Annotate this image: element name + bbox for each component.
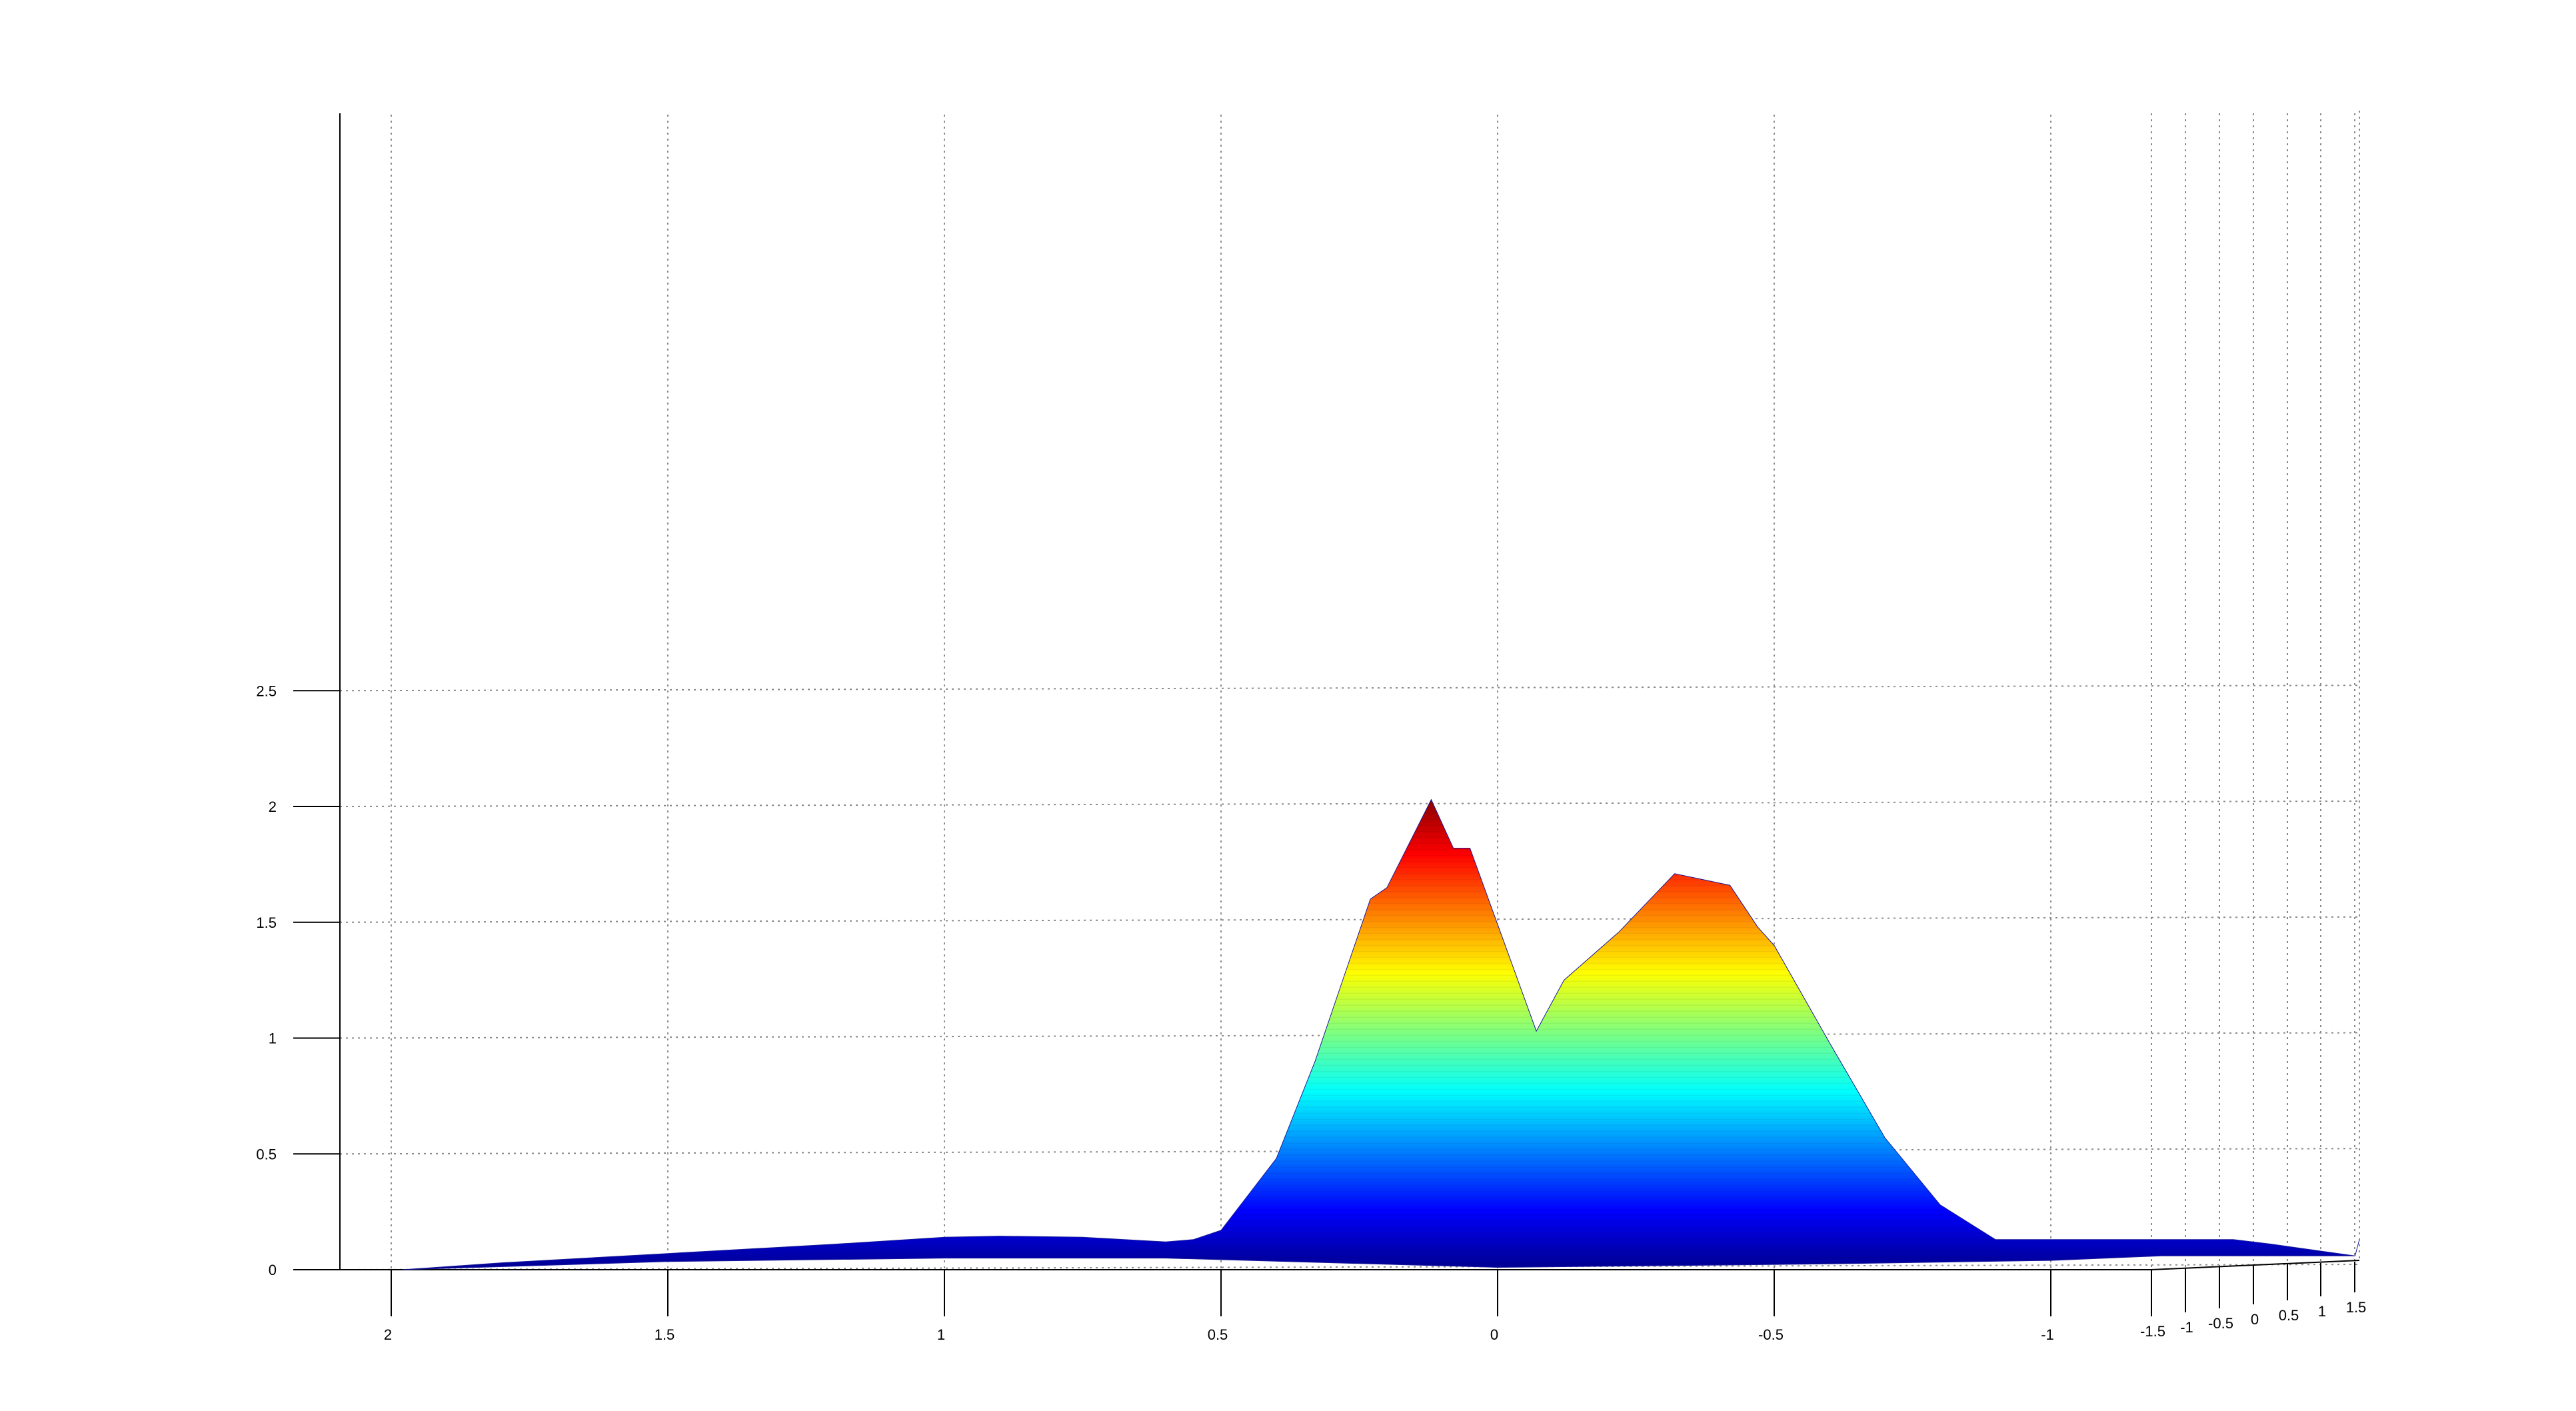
x-tick-label: 0.5 <box>1208 1326 1228 1343</box>
x-tick-label: 0 <box>1490 1326 1498 1343</box>
z-gridline <box>339 1264 2360 1270</box>
z-tick-label: 2 <box>269 798 277 815</box>
grid-lines <box>339 111 2360 1270</box>
z-tick-label: 2.5 <box>256 683 277 699</box>
x-tick-label: 1 <box>937 1326 945 1343</box>
x-tick-label: -1 <box>2041 1326 2054 1343</box>
y-tick-label: -1 <box>2180 1319 2193 1336</box>
y-tick-label: 0 <box>2251 1311 2259 1328</box>
z-gridline <box>339 800 2360 807</box>
z-gridline <box>339 1032 2360 1039</box>
y-axis-line <box>2151 1260 2360 1270</box>
z-tick-label: 1 <box>269 1030 277 1047</box>
z-tick-label: 0 <box>269 1262 277 1278</box>
surface-patch <box>402 798 2360 1270</box>
surface <box>402 798 2360 1270</box>
y-tick-label: -1.5 <box>2140 1323 2165 1340</box>
y-tick-label: 1 <box>2318 1303 2326 1320</box>
z-gridline <box>339 916 2360 923</box>
z-tick-label: 1.5 <box>256 914 277 931</box>
tick-labels: 0 0.5 1 1.5 2 2.5 2 1.5 1 0.5 0 -0.5 -1 -1.5 -1 -0.5 0 0.… <box>256 683 2366 1343</box>
y-tick-label: 0.5 <box>2279 1307 2299 1324</box>
x-tick-label: 2 <box>384 1326 392 1343</box>
z-tick-label: 0.5 <box>256 1146 277 1162</box>
axes <box>293 113 2360 1316</box>
y-tick-label: 1.5 <box>2346 1299 2367 1316</box>
x-tick-label: 1.5 <box>654 1326 675 1343</box>
x-tick-label: -0.5 <box>1758 1326 1784 1343</box>
z-gridline <box>339 685 2360 692</box>
y-tick-label: -0.5 <box>2208 1315 2233 1332</box>
z-gridline <box>339 1148 2360 1155</box>
